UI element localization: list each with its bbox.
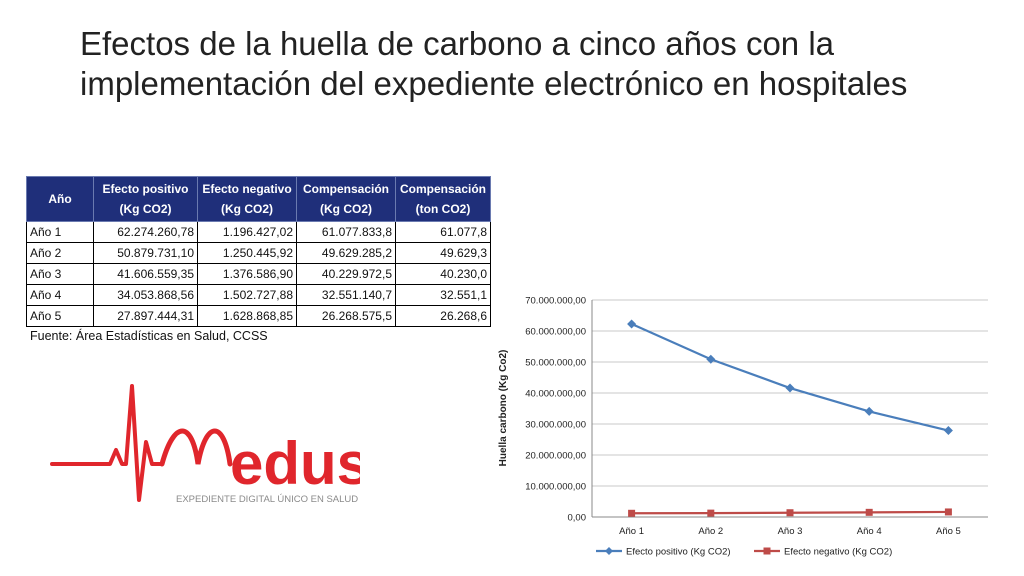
line-chart: 0,00 10.000.000,00 20.000.000,00 30.000.000…	[498, 296, 988, 558]
cell-year: Año 1	[26, 221, 94, 243]
data-point	[707, 509, 715, 517]
carbon-footprint-table: Año Efecto positivo (Kg CO2) Efecto negat…	[26, 176, 492, 327]
data-point	[865, 508, 873, 516]
data-point	[943, 426, 953, 436]
y-tick-label: 10.000.000,00	[525, 482, 586, 493]
logo-m-arcs	[159, 428, 233, 467]
y-tick-label: 50.000.000,00	[525, 358, 586, 369]
y-tick-label: 0,00	[568, 513, 587, 524]
table-row: Año 2 50.879.731,10 1.250.445,92 49.629.…	[26, 242, 492, 264]
edus-logo: edus EXPEDIENTE DIGITAL ÚNICO EN SALUD	[50, 384, 360, 505]
x-tick-label: Año 4	[857, 526, 882, 537]
legend-marker	[763, 547, 771, 555]
cell-negative: 1.196.427,02	[197, 221, 297, 243]
series-line	[631, 322, 949, 432]
cell-negative: 1.250.445,92	[197, 242, 297, 264]
y-tick-label: 60.000.000,00	[525, 327, 586, 338]
x-tick-label: Año 1	[619, 526, 644, 537]
slide-title: Efectos de la huella de carbono a cinco …	[80, 25, 908, 102]
cell-positive: 62.274.260,78	[93, 221, 198, 243]
cell-compensation-kg: 26.268.575,5	[296, 305, 396, 327]
cell-year: Año 2	[26, 242, 94, 264]
logo-tagline: EXPEDIENTE DIGITAL ÚNICO EN SALUD	[176, 494, 358, 505]
data-point	[786, 509, 794, 517]
cell-positive: 27.897.444,31	[93, 305, 198, 327]
data-point	[628, 509, 636, 517]
data-point	[785, 383, 795, 393]
y-tick-label: 20.000.000,00	[525, 451, 586, 462]
logo-wordmark: edus	[230, 430, 360, 497]
table-row: Año 1 62.274.260,78 1.196.427,02 61.077.…	[26, 221, 492, 243]
data-point	[706, 354, 716, 364]
cell-compensation-ton: 49.629,3	[394, 242, 492, 264]
cell-negative: 1.628.868,85	[197, 305, 297, 327]
data-point	[864, 406, 874, 416]
cell-year: Año 4	[26, 284, 94, 306]
cell-compensation-kg: 61.077.833,8	[296, 221, 396, 243]
data-point	[944, 508, 952, 516]
cell-compensation-ton: 61.077,8	[394, 221, 492, 243]
cell-positive: 50.879.731,10	[93, 242, 198, 264]
header-year: Año	[26, 176, 94, 222]
table-row: Año 4 34.053.868,56 1.502.727,88 32.551.…	[26, 284, 492, 306]
cell-negative: 1.502.727,88	[197, 284, 297, 306]
cell-compensation-ton: 40.230,0	[394, 263, 492, 285]
legend-label: Efecto positivo (Kg CO2)	[626, 547, 731, 558]
y-axis-label: Huella carbono (Kg Co2)	[498, 350, 509, 467]
table-header-row: Año Efecto positivo (Kg CO2) Efecto negat…	[26, 176, 492, 222]
cell-compensation-kg: 32.551.140,7	[296, 284, 396, 306]
data-point	[627, 319, 637, 329]
cell-compensation-ton: 26.268,6	[394, 305, 492, 327]
heartbeat-line-icon	[50, 384, 164, 502]
cell-positive: 41.606.559,35	[93, 263, 198, 285]
cell-compensation-kg: 49.629.285,2	[296, 242, 396, 264]
header-compensation-ton: Compensación (ton CO2)	[394, 176, 492, 222]
y-tick-label: 30.000.000,00	[525, 420, 586, 431]
x-tick-label: Año 3	[778, 526, 803, 537]
cell-year: Año 5	[26, 305, 94, 327]
source-note: Fuente: Área Estadísticas en Salud, CCSS	[30, 329, 268, 343]
y-tick-label: 70.000.000,00	[525, 296, 586, 307]
table-row: Año 3 41.606.559,35 1.376.586,90 40.229.…	[26, 263, 492, 285]
table-row: Año 5 27.897.444,31 1.628.868,85 26.268.…	[26, 305, 492, 327]
y-tick-label: 40.000.000,00	[525, 389, 586, 400]
x-tick-label: Año 2	[698, 526, 723, 537]
legend-marker	[605, 547, 613, 555]
cell-year: Año 3	[26, 263, 94, 285]
x-tick-label: Año 5	[936, 526, 961, 537]
cell-positive: 34.053.868,56	[93, 284, 198, 306]
header-compensation-kg: Compensación (Kg CO2)	[296, 176, 396, 222]
header-positive-effect: Efecto positivo (Kg CO2)	[93, 176, 198, 222]
cell-negative: 1.376.586,90	[197, 263, 297, 285]
legend-label: Efecto negativo (Kg CO2)	[784, 547, 892, 558]
cell-compensation-kg: 40.229.972,5	[296, 263, 396, 285]
header-negative-effect: Efecto negativo (Kg CO2)	[197, 176, 297, 222]
cell-compensation-ton: 32.551,1	[394, 284, 492, 306]
